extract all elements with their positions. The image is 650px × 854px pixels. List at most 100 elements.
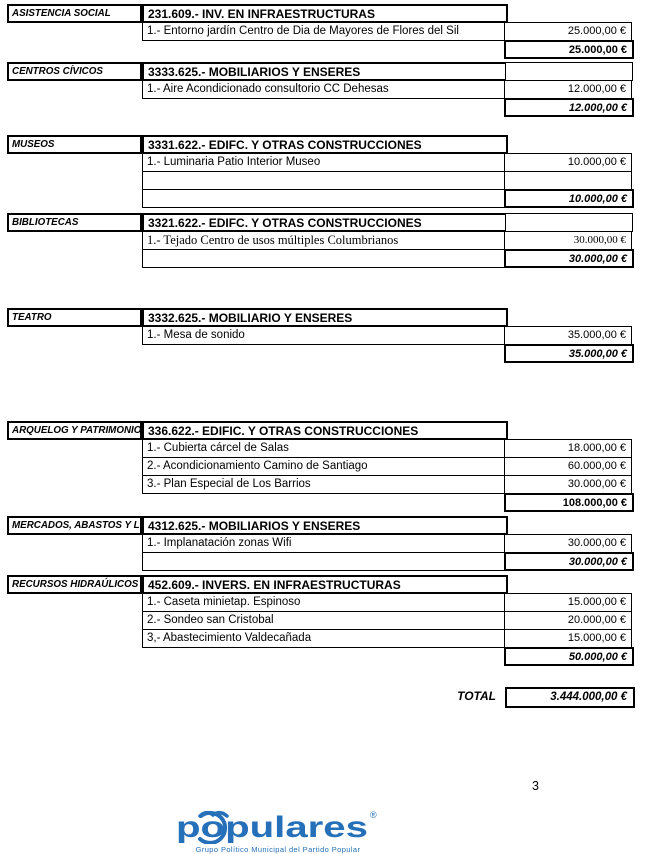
item-amount-cell: 10.000,00 € — [504, 153, 632, 172]
total-row-spacer — [142, 647, 505, 666]
budget-table: ASISTENCIA SOCIAL 231.609.- INV. EN INFRA… — [0, 4, 650, 666]
total-row-spacer — [142, 344, 505, 363]
grand-total-row: TOTAL 3.444.000,00 € — [142, 687, 650, 708]
section-total-amount: 30.000,00 € — [504, 249, 634, 268]
budget-item-row: 1.- Mesa de sonido 35.000,00 € — [142, 326, 650, 345]
section-header-row: RECURSOS HIDRAÚLICOS 452.609.- INVERS. EN… — [7, 575, 650, 594]
budget-item-row: 2.- Sondeo san Cristobal 20.000,00 € — [142, 611, 650, 630]
empty-amount-cell — [504, 171, 632, 190]
budget-item-row: 1.- Cubierta cárcel de Salas 18.000,00 € — [142, 439, 650, 458]
section-header-row: ASISTENCIA SOCIAL 231.609.- INV. EN INFRA… — [7, 4, 650, 23]
budget-item-row: 3.- Plan Especial de Los Barrios 30.000,0… — [142, 475, 650, 494]
total-row-spacer — [142, 493, 505, 512]
item-amount-cell: 25.000,00 € — [504, 22, 632, 41]
item-desc-cell: 1.- Entorno jardín Centro de Dia de Mayo… — [142, 22, 505, 41]
budget-section: ARQUELOG Y PATRIMONIO 336.622.- EDIFIC. Y… — [0, 421, 650, 512]
item-desc-cell: 1.- Cubierta cárcel de Salas — [142, 439, 505, 458]
section-total-amount: 30.000,00 € — [504, 552, 634, 571]
code-header-cell: 3321.622.- EDIFC. Y OTRAS CONSTRUCCIONES — [142, 213, 508, 232]
item-amount-cell: 30.000,00 € — [504, 231, 632, 250]
category-cell: MUSEOS — [7, 135, 142, 154]
budget-section: CENTROS CÍVICOS 3333.625.- MOBILIARIOS Y … — [0, 62, 650, 117]
section-total-row: 12.000,00 € — [142, 98, 650, 117]
budget-item-row: 1.- Caseta minietap. Espinoso 15.000,00 € — [142, 593, 650, 612]
section-header-row: BIBLIOTECAS 3321.622.- EDIFC. Y OTRAS CON… — [7, 213, 650, 232]
item-amount-cell: 15.000,00 € — [504, 629, 632, 648]
empty-amount-cell — [505, 213, 633, 232]
section-total-row: 25.000,00 € — [142, 40, 650, 59]
total-row-spacer — [142, 98, 505, 117]
logo-tagline: Grupo Político Municipal del Partido Pop… — [195, 845, 361, 854]
budget-item-row: 1.- Tejado Centro de usos múltiples Colu… — [142, 231, 650, 250]
item-desc-cell: 1.- Luminaria Patio Interior Museo — [142, 153, 505, 172]
logo-registered-mark: ® — [370, 810, 377, 820]
category-cell: MERCADOS, ABASTOS Y L — [7, 516, 142, 535]
budget-item-row: 1.- Entorno jardín Centro de Dia de Mayo… — [142, 22, 650, 41]
section-total-amount: 12.000,00 € — [504, 98, 634, 117]
item-desc-cell: 1.- Mesa de sonido — [142, 326, 505, 345]
category-cell: RECURSOS HIDRAÚLICOS — [7, 575, 142, 594]
category-cell: CENTROS CÍVICOS — [7, 62, 142, 81]
populares-logo: populares ® Grupo Político Municipal del… — [164, 808, 392, 854]
category-cell: ARQUELOG Y PATRIMONIO — [7, 421, 142, 440]
section-header-row: CENTROS CÍVICOS 3333.625.- MOBILIARIOS Y … — [7, 62, 650, 81]
item-desc-cell: 3,- Abastecimiento Valdecañada — [142, 629, 505, 648]
item-desc-cell: 1.- Implanatación zonas Wifi — [142, 534, 505, 553]
code-header-cell: 4312.625.- MOBILIARIOS Y ENSERES — [142, 516, 508, 535]
grand-total-label: TOTAL — [457, 689, 496, 703]
code-header-cell: 452.609.- INVERS. EN INFRAESTRUCTURAS — [142, 575, 508, 594]
section-total-row: 30.000,00 € — [142, 249, 650, 268]
category-cell: BIBLIOTECAS — [7, 213, 142, 232]
empty-desc-cell — [142, 189, 505, 208]
item-desc-cell: 2.- Sondeo san Cristobal — [142, 611, 505, 630]
item-desc-cell: 2.- Acondicionamiento Camino de Santiago — [142, 457, 505, 476]
item-desc-cell: 3.- Plan Especial de Los Barrios — [142, 475, 505, 494]
section-total-row: 35.000,00 € — [142, 344, 650, 363]
section-total-amount: 108.000,00 € — [504, 493, 634, 512]
item-amount-cell: 35.000,00 € — [504, 326, 632, 345]
total-row-spacer — [142, 40, 505, 59]
section-total-row: 108.000,00 € — [142, 493, 650, 512]
item-amount-cell: 20.000,00 € — [504, 611, 632, 630]
section-header-row: TEATRO 3332.625.- MOBILIARIO Y ENSERES — [7, 308, 650, 327]
section-total-amount: 35.000,00 € — [504, 344, 634, 363]
budget-section: ASISTENCIA SOCIAL 231.609.- INV. EN INFRA… — [0, 4, 650, 59]
budget-section: MUSEOS 3331.622.- EDIFC. Y OTRAS CONSTRUC… — [0, 135, 650, 208]
code-header-cell: 231.609.- INV. EN INFRAESTRUCTURAS — [142, 4, 508, 23]
section-total-amount: 10.000,00 € — [504, 189, 634, 208]
code-header-cell: 3332.625.- MOBILIARIO Y ENSERES — [142, 308, 508, 327]
empty-desc-cell — [142, 552, 505, 571]
code-header-cell: 336.622.- EDIFIC. Y OTRAS CONSTRUCCIONES — [142, 421, 508, 440]
section-header-row: MERCADOS, ABASTOS Y L 4312.625.- MOBILIAR… — [7, 516, 650, 535]
item-amount-cell: 30.000,00 € — [504, 475, 632, 494]
code-header-cell: 3331.622.- EDIFC. Y OTRAS CONSTRUCCIONES — [142, 135, 508, 154]
section-total-amount: 50.000,00 € — [504, 647, 634, 666]
budget-item-row: 2.- Acondicionamiento Camino de Santiago… — [142, 457, 650, 476]
logo-bird-icon — [198, 811, 229, 818]
section-total-row: 30.000,00 € — [142, 552, 650, 571]
empty-row — [142, 171, 650, 190]
empty-amount-cell — [505, 62, 633, 81]
budget-item-row: 1.- Luminaria Patio Interior Museo 10.000… — [142, 153, 650, 172]
budget-section: RECURSOS HIDRAÚLICOS 452.609.- INVERS. EN… — [0, 575, 650, 666]
budget-item-row: 1.- Aire Acondicionado consultorio CC De… — [142, 80, 650, 99]
populares-logo-graphic: populares ® — [176, 810, 377, 844]
category-cell: TEATRO — [7, 308, 142, 327]
logo-brand-text: populares — [176, 811, 368, 844]
budget-item-row: 3,- Abastecimiento Valdecañada 15.000,00 … — [142, 629, 650, 648]
item-amount-cell: 18.000,00 € — [504, 439, 632, 458]
item-amount-cell: 15.000,00 € — [504, 593, 632, 612]
budget-section: TEATRO 3332.625.- MOBILIARIO Y ENSERES 1.-… — [0, 308, 650, 363]
category-cell: ASISTENCIA SOCIAL — [7, 4, 142, 23]
section-total-row: 10.000,00 € — [142, 189, 650, 208]
section-header-row: MUSEOS 3331.622.- EDIFC. Y OTRAS CONSTRUC… — [7, 135, 650, 154]
empty-desc-cell — [142, 171, 505, 190]
item-desc-cell: 1.- Tejado Centro de usos múltiples Colu… — [142, 231, 505, 250]
budget-section: MERCADOS, ABASTOS Y L 4312.625.- MOBILIAR… — [0, 516, 650, 571]
code-header-cell: 3333.625.- MOBILIARIOS Y ENSERES — [142, 62, 508, 81]
item-desc-cell: 1.- Caseta minietap. Espinoso — [142, 593, 505, 612]
empty-desc-cell — [142, 249, 505, 268]
grand-total-amount: 3.444.000,00 € — [505, 687, 635, 708]
page-number: 3 — [532, 779, 539, 793]
